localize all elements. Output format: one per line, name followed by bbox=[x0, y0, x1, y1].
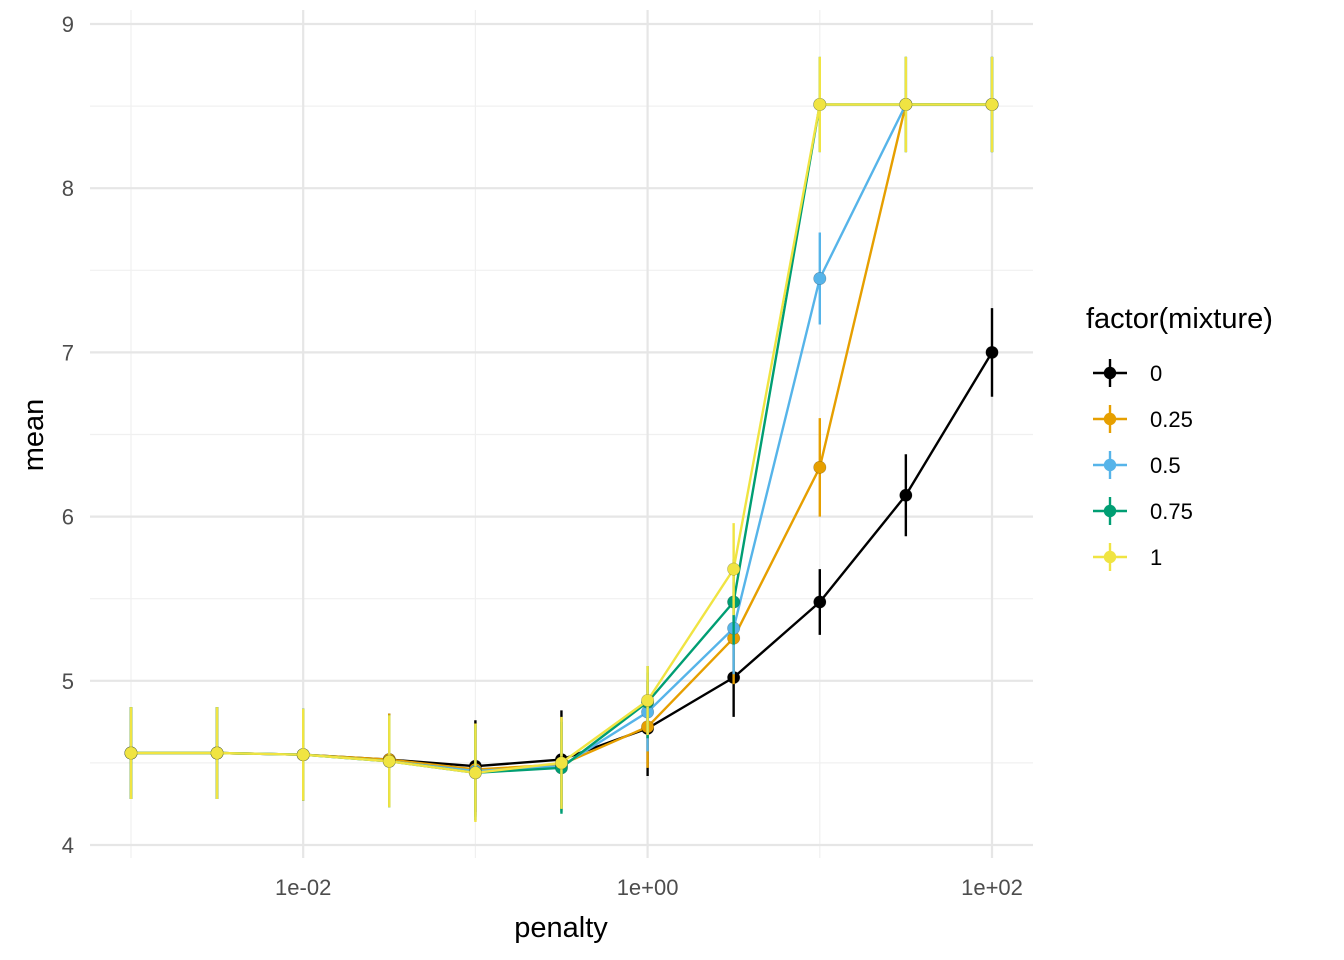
data-point bbox=[727, 562, 741, 576]
series-line bbox=[131, 351, 994, 768]
data-point bbox=[899, 488, 913, 502]
legend-key-point bbox=[1103, 504, 1117, 518]
legend-item: 0 bbox=[1093, 359, 1162, 387]
x-tick-label: 1e+02 bbox=[961, 875, 1023, 900]
x-axis-tick-labels: 1e-02 1e+00 1e+02 bbox=[275, 875, 1023, 900]
series-0.25 bbox=[124, 56, 999, 816]
y-axis-tick-labels: 4 5 6 7 8 9 bbox=[62, 12, 74, 858]
series-0.5 bbox=[124, 56, 999, 818]
series-1 bbox=[124, 56, 999, 823]
data-point bbox=[468, 766, 482, 780]
series-line bbox=[131, 103, 992, 774]
data-point bbox=[210, 746, 224, 760]
legend-item: 0.25 bbox=[1093, 405, 1193, 433]
data-point bbox=[899, 97, 913, 111]
legend-item: 1 bbox=[1093, 543, 1162, 571]
data-point bbox=[554, 756, 568, 770]
legend-key-point bbox=[1103, 366, 1117, 380]
x-tick-label: 1e-02 bbox=[275, 875, 331, 900]
series-0.75 bbox=[124, 56, 999, 821]
legend-item: 0.75 bbox=[1093, 497, 1193, 525]
y-tick-label: 6 bbox=[62, 505, 74, 530]
legend-label: 0 bbox=[1150, 361, 1162, 386]
x-axis-title: penalty bbox=[514, 912, 608, 944]
y-tick-label: 4 bbox=[62, 833, 74, 858]
y-tick-label: 9 bbox=[62, 12, 74, 37]
data-point bbox=[296, 748, 310, 762]
data-point bbox=[813, 97, 827, 111]
series-line bbox=[131, 103, 992, 773]
legend: factor(mixture) 0 0.25 0.5 0.75 1 bbox=[1086, 303, 1273, 571]
legend-label: 0.25 bbox=[1150, 407, 1193, 432]
legend-item: 0.5 bbox=[1093, 451, 1181, 479]
legend-key-point bbox=[1103, 550, 1117, 564]
y-axis-title: mean bbox=[18, 399, 50, 472]
legend-label: 1 bbox=[1150, 545, 1162, 570]
data-point bbox=[813, 272, 827, 286]
legend-key-point bbox=[1103, 458, 1117, 472]
y-tick-label: 5 bbox=[62, 669, 74, 694]
data-point bbox=[124, 746, 138, 760]
data-point bbox=[382, 754, 396, 768]
legend-title: factor(mixture) bbox=[1086, 303, 1273, 335]
series-line bbox=[131, 103, 992, 774]
legend-label: 0.5 bbox=[1150, 453, 1181, 478]
legend-items: 0 0.25 0.5 0.75 1 bbox=[1093, 359, 1193, 571]
data-point bbox=[813, 595, 827, 609]
data-point bbox=[985, 345, 999, 359]
data-point bbox=[813, 460, 827, 474]
data-series bbox=[124, 56, 999, 823]
legend-label: 0.75 bbox=[1150, 499, 1193, 524]
legend-key-point bbox=[1103, 412, 1117, 426]
data-point bbox=[985, 97, 999, 111]
y-tick-label: 8 bbox=[62, 176, 74, 201]
x-tick-label: 1e+00 bbox=[617, 875, 679, 900]
series-line bbox=[131, 103, 992, 771]
data-point bbox=[641, 694, 655, 708]
y-tick-label: 7 bbox=[62, 340, 74, 365]
